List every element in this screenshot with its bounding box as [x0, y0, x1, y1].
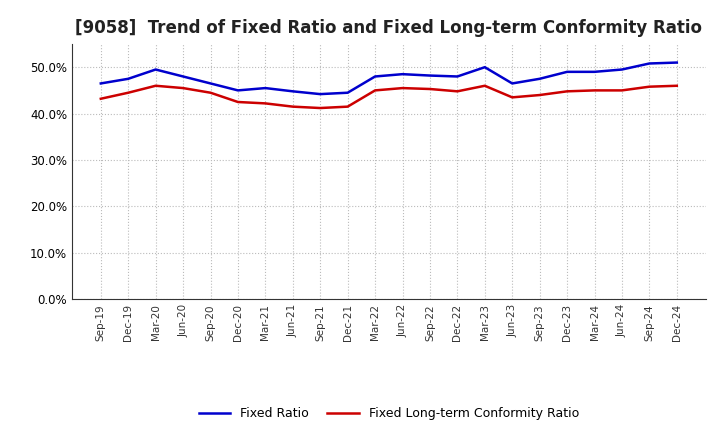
Fixed Ratio: [343, 90, 352, 95]
Fixed Ratio: [618, 67, 626, 72]
Fixed Ratio: [398, 72, 407, 77]
Fixed Long-term Conformity Ratio: [206, 90, 215, 95]
Fixed Ratio: [645, 61, 654, 66]
Fixed Long-term Conformity Ratio: [151, 83, 160, 88]
Fixed Ratio: [179, 74, 187, 79]
Fixed Ratio: [96, 81, 105, 86]
Fixed Ratio: [151, 67, 160, 72]
Fixed Long-term Conformity Ratio: [453, 89, 462, 94]
Line: Fixed Ratio: Fixed Ratio: [101, 62, 677, 94]
Fixed Ratio: [508, 81, 516, 86]
Fixed Long-term Conformity Ratio: [672, 83, 681, 88]
Fixed Ratio: [233, 88, 242, 93]
Fixed Ratio: [206, 81, 215, 86]
Fixed Ratio: [672, 60, 681, 65]
Fixed Long-term Conformity Ratio: [96, 96, 105, 101]
Fixed Long-term Conformity Ratio: [398, 85, 407, 91]
Fixed Long-term Conformity Ratio: [233, 99, 242, 105]
Fixed Long-term Conformity Ratio: [179, 85, 187, 91]
Fixed Long-term Conformity Ratio: [480, 83, 489, 88]
Line: Fixed Long-term Conformity Ratio: Fixed Long-term Conformity Ratio: [101, 86, 677, 108]
Fixed Ratio: [124, 76, 132, 81]
Legend: Fixed Ratio, Fixed Long-term Conformity Ratio: Fixed Ratio, Fixed Long-term Conformity …: [194, 403, 584, 425]
Fixed Long-term Conformity Ratio: [508, 95, 516, 100]
Fixed Long-term Conformity Ratio: [289, 104, 297, 109]
Fixed Ratio: [289, 89, 297, 94]
Fixed Ratio: [453, 74, 462, 79]
Fixed Ratio: [261, 85, 270, 91]
Fixed Ratio: [590, 69, 599, 74]
Fixed Ratio: [480, 65, 489, 70]
Fixed Ratio: [371, 74, 379, 79]
Fixed Ratio: [316, 92, 325, 97]
Fixed Long-term Conformity Ratio: [645, 84, 654, 89]
Fixed Long-term Conformity Ratio: [618, 88, 626, 93]
Fixed Ratio: [426, 73, 434, 78]
Fixed Long-term Conformity Ratio: [124, 90, 132, 95]
Fixed Long-term Conformity Ratio: [343, 104, 352, 109]
Fixed Long-term Conformity Ratio: [590, 88, 599, 93]
Fixed Long-term Conformity Ratio: [316, 106, 325, 111]
Fixed Long-term Conformity Ratio: [261, 101, 270, 106]
Fixed Long-term Conformity Ratio: [563, 89, 572, 94]
Fixed Ratio: [563, 69, 572, 74]
Title: [9058]  Trend of Fixed Ratio and Fixed Long-term Conformity Ratio: [9058] Trend of Fixed Ratio and Fixed Lo…: [76, 19, 702, 37]
Fixed Long-term Conformity Ratio: [536, 92, 544, 98]
Fixed Ratio: [536, 76, 544, 81]
Fixed Long-term Conformity Ratio: [426, 86, 434, 92]
Fixed Long-term Conformity Ratio: [371, 88, 379, 93]
